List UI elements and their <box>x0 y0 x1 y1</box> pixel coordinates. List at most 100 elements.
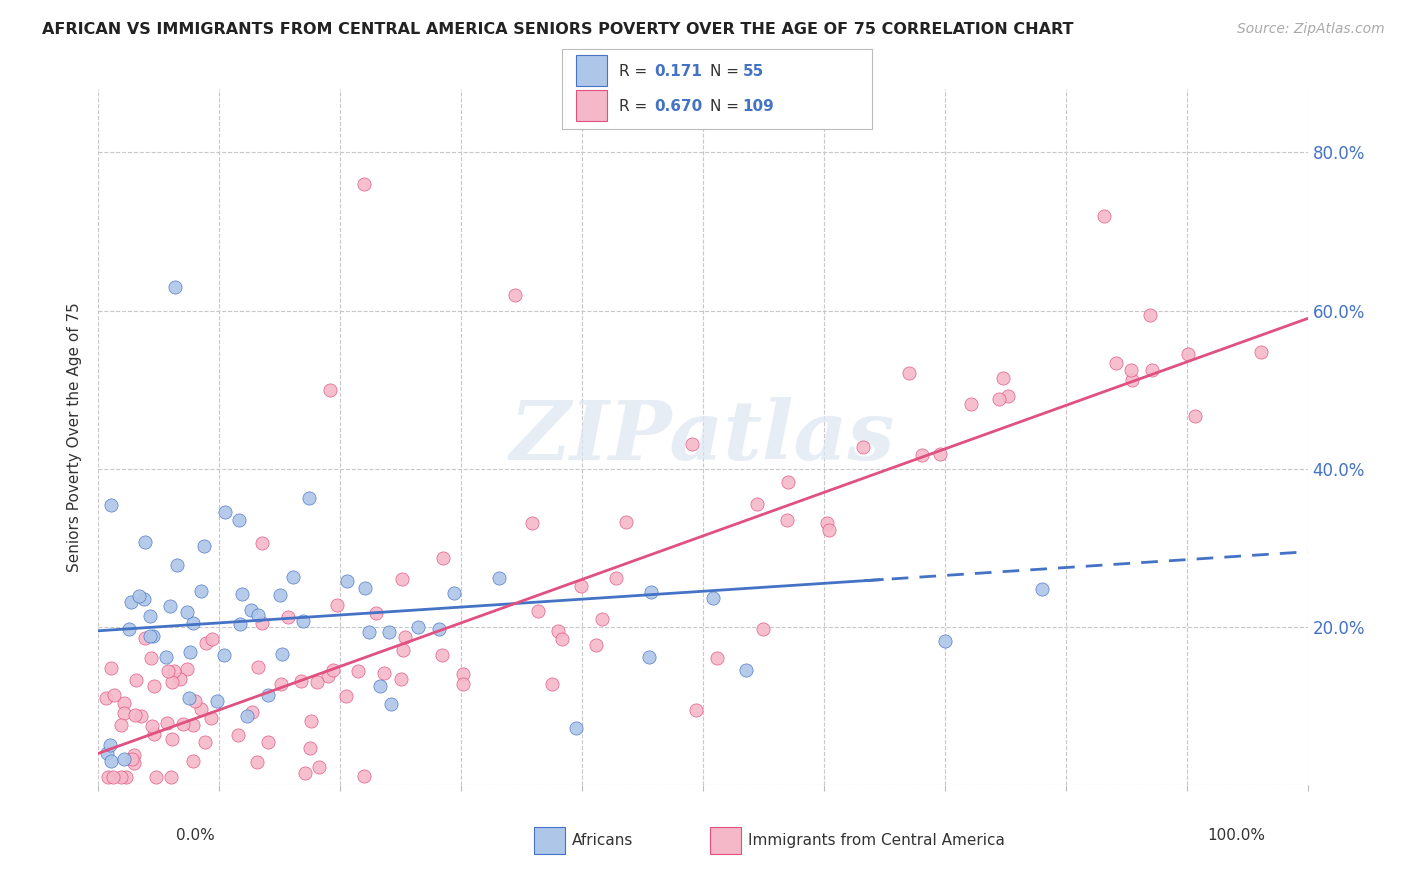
Point <box>125 673 148 688</box>
Point <box>316 669 339 683</box>
Point <box>638 650 661 665</box>
Point <box>319 383 342 397</box>
Point <box>122 747 145 762</box>
Point <box>176 605 198 619</box>
Point <box>212 648 235 662</box>
Point <box>184 694 207 708</box>
Point <box>353 769 375 783</box>
Point <box>776 512 799 526</box>
Point <box>443 585 465 599</box>
Point <box>96 747 118 761</box>
Point <box>540 677 562 691</box>
Point <box>246 755 269 769</box>
Point <box>298 491 321 506</box>
Point <box>911 448 934 462</box>
Point <box>181 718 204 732</box>
Point <box>281 570 304 584</box>
Point <box>181 755 204 769</box>
Point <box>110 770 132 784</box>
Point <box>1031 582 1053 597</box>
Point <box>290 673 312 688</box>
Point <box>165 280 187 294</box>
Point <box>160 731 183 746</box>
Point <box>193 539 215 553</box>
Point <box>451 667 474 681</box>
Point <box>547 624 569 638</box>
Point <box>815 516 838 530</box>
Point <box>569 579 592 593</box>
Point <box>160 675 183 690</box>
Point <box>368 679 391 693</box>
Point <box>392 643 415 657</box>
Point <box>427 622 450 636</box>
Point <box>239 603 262 617</box>
Point <box>745 497 768 511</box>
Point <box>354 581 377 595</box>
Point <box>269 588 291 602</box>
Point <box>565 722 588 736</box>
Point <box>240 705 263 719</box>
Point <box>257 688 280 702</box>
Point <box>100 754 122 768</box>
Point <box>195 635 218 649</box>
Point <box>139 629 162 643</box>
Point <box>100 499 122 513</box>
Point <box>391 673 413 687</box>
Point <box>591 612 613 626</box>
Point <box>378 625 401 640</box>
Point <box>488 572 510 586</box>
Point <box>112 751 135 765</box>
Point <box>1121 373 1143 387</box>
Point <box>100 661 122 675</box>
Point <box>1139 309 1161 323</box>
Text: 109: 109 <box>742 99 775 114</box>
Point <box>451 677 474 691</box>
Point <box>200 711 222 725</box>
Point <box>257 735 280 749</box>
Point <box>299 714 322 728</box>
Point <box>214 505 236 519</box>
Point <box>406 620 429 634</box>
Point <box>121 752 143 766</box>
Point <box>325 598 347 612</box>
Point <box>503 287 526 301</box>
Point <box>112 696 135 710</box>
Point <box>115 770 138 784</box>
Point <box>702 591 724 605</box>
Text: AFRICAN VS IMMIGRANTS FROM CENTRAL AMERICA SENIORS POVERTY OVER THE AGE OF 75 CO: AFRICAN VS IMMIGRANTS FROM CENTRAL AMERI… <box>42 22 1074 37</box>
Point <box>155 649 177 664</box>
Point <box>226 728 249 742</box>
Point <box>120 595 142 609</box>
Point <box>366 606 388 620</box>
Point <box>129 709 152 723</box>
Point <box>134 592 156 607</box>
Point <box>179 645 201 659</box>
Point <box>1119 363 1142 377</box>
Point <box>163 664 186 678</box>
Y-axis label: Seniors Poverty Over the Age of 75: Seniors Poverty Over the Age of 75 <box>67 302 83 572</box>
Text: 100.0%: 100.0% <box>1208 828 1265 843</box>
Point <box>103 770 125 784</box>
Point <box>550 632 572 647</box>
Point <box>347 665 370 679</box>
Point <box>246 659 269 673</box>
Text: 0.0%: 0.0% <box>176 828 215 843</box>
Point <box>277 609 299 624</box>
Point <box>122 756 145 770</box>
Point <box>118 622 141 636</box>
Point <box>527 603 550 617</box>
Point <box>898 366 921 380</box>
Point <box>322 663 344 677</box>
Point <box>432 551 454 566</box>
Point <box>1184 409 1206 424</box>
Point <box>134 631 156 645</box>
Point <box>605 571 627 585</box>
Text: N =: N = <box>710 99 744 114</box>
Point <box>143 727 166 741</box>
Point <box>585 639 607 653</box>
Point <box>201 632 224 646</box>
Point <box>142 628 165 642</box>
Point <box>852 441 875 455</box>
Point <box>250 535 273 549</box>
Point <box>373 665 395 680</box>
